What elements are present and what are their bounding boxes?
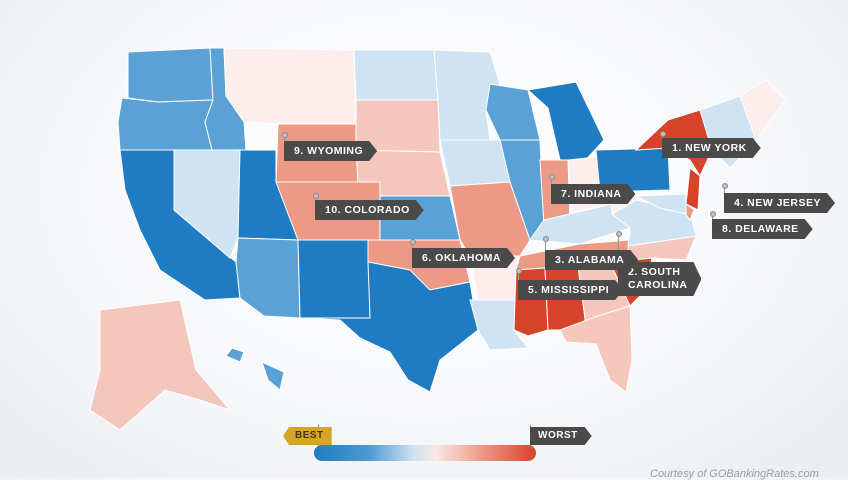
label-pin: [660, 131, 666, 137]
label-indiana: 7. INDIANA: [551, 184, 635, 204]
state-ia: [439, 139, 511, 187]
label-new-jersey: 4. NEW JERSEY: [724, 193, 835, 213]
legend-color-scale: [314, 445, 536, 461]
label-stem: [545, 239, 546, 253]
state-nd: [353, 49, 439, 101]
state-mn: [433, 49, 501, 141]
state-fl: [559, 305, 633, 393]
label-alabama: 3. ALABAMA: [545, 250, 638, 270]
label-pin: [313, 193, 319, 199]
legend-best-label: BEST: [283, 427, 332, 445]
label-pin: [549, 174, 555, 180]
legend-worst-label: WORST: [530, 427, 592, 445]
state-wa: [127, 47, 214, 103]
state-nj: [685, 167, 701, 211]
state-mt: [223, 47, 357, 125]
label-south-carolina-line2: CAROLINA: [628, 279, 688, 291]
label-stem: [412, 242, 413, 252]
label-stem: [724, 186, 725, 198]
state-md: [635, 193, 687, 215]
label-stem: [284, 135, 285, 145]
state-tx: [299, 261, 479, 393]
credit-text: Courtesy of GOBankingRates.com: [650, 468, 819, 480]
state-ak: [89, 299, 232, 431]
state-me: [739, 79, 787, 142]
label-pin: [710, 211, 716, 217]
state-nm: [297, 239, 371, 319]
state-hi: [225, 347, 285, 391]
label-stem: [518, 271, 519, 281]
label-south-carolina: 2. SOUTH CAROLINA: [618, 262, 701, 296]
state-ms: [513, 267, 549, 337]
label-south-carolina-line1: 2. SOUTH: [628, 266, 681, 278]
label-mississippi: 5. MISSISSIPPI: [518, 280, 623, 300]
label-delaware: 8. DELAWARE: [712, 219, 813, 239]
label-wyoming: 9. WYOMING: [284, 141, 377, 161]
label-stem: [551, 177, 552, 189]
state-or: [117, 97, 214, 151]
label-new-york: 1. NEW YORK: [662, 138, 761, 158]
state-az: [235, 237, 301, 319]
label-pin: [543, 236, 549, 242]
label-pin: [616, 231, 622, 237]
label-oklahoma: 6. OKLAHOMA: [412, 248, 515, 268]
label-pin: [282, 132, 288, 138]
label-pin: [410, 239, 416, 245]
label-pin: [516, 268, 522, 274]
label-colorado: 10. COLORADO: [315, 200, 424, 220]
label-pin: [722, 183, 728, 189]
